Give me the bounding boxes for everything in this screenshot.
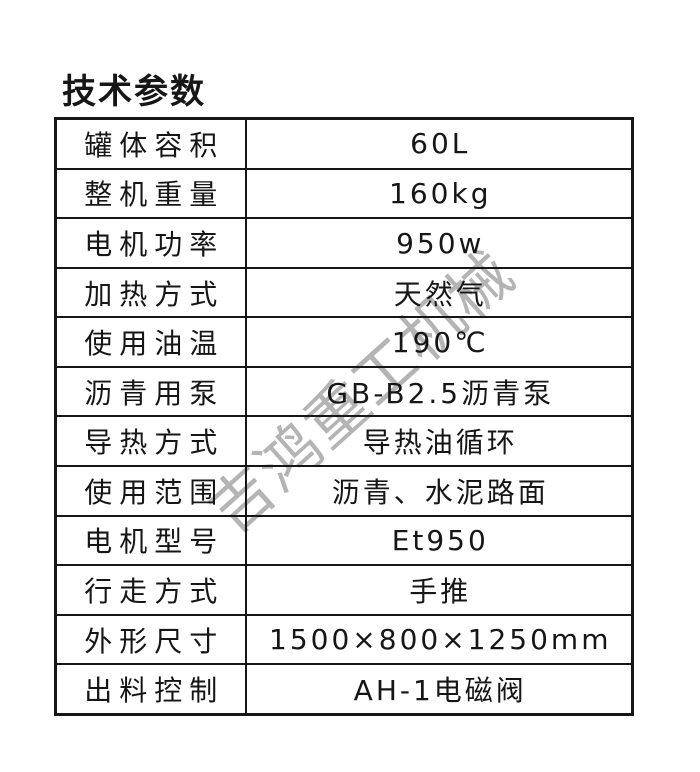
table-row: 使用油温 190℃ xyxy=(54,316,634,368)
spec-value: 160kg xyxy=(244,167,634,220)
spec-value: AH-1电磁阀 xyxy=(244,663,634,716)
spec-label: 外形尺寸 xyxy=(54,613,247,666)
spec-label: 电机型号 xyxy=(54,514,247,567)
table-row: 电机型号 Et950 xyxy=(54,514,634,567)
table-row: 外形尺寸 1500×800×1250mm xyxy=(54,613,634,666)
spec-label: 加热方式 xyxy=(54,266,247,319)
table-row: 导热方式 导热油循环 xyxy=(54,415,634,468)
spec-label: 导热方式 xyxy=(54,415,247,468)
technical-parameters-table: 罐体容积 60L 整机重量 160kg 电机功率 950w 加热方式 天然气 使… xyxy=(54,117,634,716)
spec-label: 整机重量 xyxy=(54,167,247,220)
spec-label: 罐体容积 xyxy=(54,117,247,170)
spec-value: 60L xyxy=(244,117,634,170)
page-title: 技术参数 xyxy=(62,72,206,112)
spec-label: 出料控制 xyxy=(54,663,247,716)
spec-label: 电机功率 xyxy=(54,217,247,269)
table-row: 出料控制 AH-1电磁阀 xyxy=(54,663,634,716)
spec-value: Et950 xyxy=(244,514,634,567)
spec-value: 沥青、水泥路面 xyxy=(244,465,634,517)
spec-label: 行走方式 xyxy=(54,564,247,616)
spec-value: 天然气 xyxy=(244,266,634,319)
spec-label: 使用油温 xyxy=(54,316,247,368)
table-row: 加热方式 天然气 xyxy=(54,266,634,319)
table-row: 电机功率 950w xyxy=(54,217,634,269)
spec-value: GB-B2.5沥青泵 xyxy=(244,365,634,418)
spec-value: 1500×800×1250mm xyxy=(244,613,634,666)
spec-label: 使用范围 xyxy=(54,465,247,517)
spec-label: 沥青用泵 xyxy=(54,365,247,418)
table-row: 整机重量 160kg xyxy=(54,167,634,220)
table-row: 行走方式 手推 xyxy=(54,564,634,616)
table-row: 沥青用泵 GB-B2.5沥青泵 xyxy=(54,365,634,418)
spec-value: 手推 xyxy=(244,564,634,616)
spec-value: 950w xyxy=(244,217,634,269)
spec-value: 190℃ xyxy=(244,316,634,368)
table-row: 使用范围 沥青、水泥路面 xyxy=(54,465,634,517)
table-row: 罐体容积 60L xyxy=(54,117,634,170)
spec-value: 导热油循环 xyxy=(244,415,634,468)
